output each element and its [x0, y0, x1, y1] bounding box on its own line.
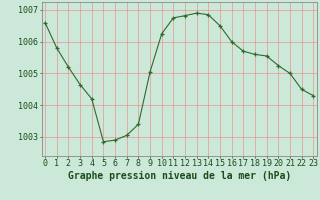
X-axis label: Graphe pression niveau de la mer (hPa): Graphe pression niveau de la mer (hPa) — [68, 171, 291, 181]
